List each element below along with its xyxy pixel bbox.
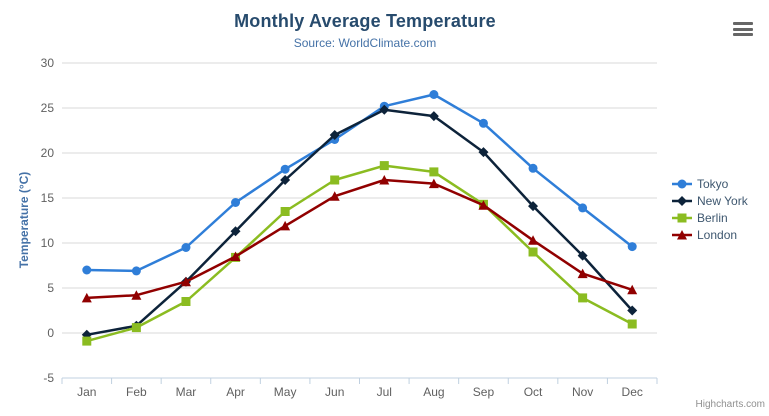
y-tick-label: 5 <box>47 281 54 295</box>
diamond-marker-icon <box>672 195 692 206</box>
x-category-label: Dec <box>622 385 643 399</box>
legend-label: Tokyo <box>697 176 729 191</box>
y-tick-label: 15 <box>41 191 55 205</box>
triangle-marker-icon <box>672 229 692 239</box>
x-category-label: Jul <box>377 385 392 399</box>
chart-subtitle: Source: WorldClimate.com <box>293 36 437 50</box>
legend: Tokyo New York Berlin London <box>672 175 748 243</box>
credits-link[interactable]: Highcharts.com <box>695 399 765 410</box>
square-marker-icon <box>672 213 692 222</box>
legend-item-london[interactable]: London <box>672 226 748 243</box>
y-tick-label: 30 <box>41 56 55 70</box>
y-tick-label: 25 <box>41 101 55 115</box>
legend-item-new-york[interactable]: New York <box>672 192 748 209</box>
legend-label: London <box>697 227 738 242</box>
series-tokyo[interactable] <box>82 90 637 276</box>
y-gridlines <box>62 62 657 334</box>
legend-label: Berlin <box>697 210 728 225</box>
x-category-label: Aug <box>423 385 444 399</box>
circle-marker-icon <box>672 179 692 188</box>
series-new-york[interactable] <box>81 104 638 340</box>
y-axis-labels: -5 0 5 10 15 20 25 30 <box>41 56 55 385</box>
legend-item-berlin[interactable]: Berlin <box>672 209 748 226</box>
x-category-label: Oct <box>524 385 543 399</box>
y-tick-label: 10 <box>41 236 55 250</box>
x-category-label: Feb <box>126 385 147 399</box>
y-tick-label: -5 <box>43 371 54 385</box>
y-tick-label: 20 <box>41 146 55 160</box>
x-category-label: Nov <box>572 385 593 399</box>
x-category-label: Jun <box>325 385 344 399</box>
y-tick-label: 0 <box>47 326 54 340</box>
context-menu-button[interactable] <box>731 20 755 40</box>
x-category-label: Jan <box>77 385 96 399</box>
x-category-label: Mar <box>176 385 197 399</box>
series-london[interactable] <box>81 175 638 303</box>
x-axis: Jan Feb Mar Apr May Jun Jul Aug Sep Oct Nov Dec <box>61 377 658 399</box>
x-category-label: Sep <box>473 385 495 399</box>
y-axis-title: Temperature (°C) <box>17 171 31 269</box>
x-category-label: May <box>274 385 297 399</box>
x-category-label: Apr <box>226 385 245 399</box>
legend-item-tokyo[interactable]: Tokyo <box>672 175 748 192</box>
chart-title: Monthly Average Temperature <box>234 11 496 31</box>
hamburger-icon <box>733 22 753 36</box>
legend-label: New York <box>697 193 748 208</box>
